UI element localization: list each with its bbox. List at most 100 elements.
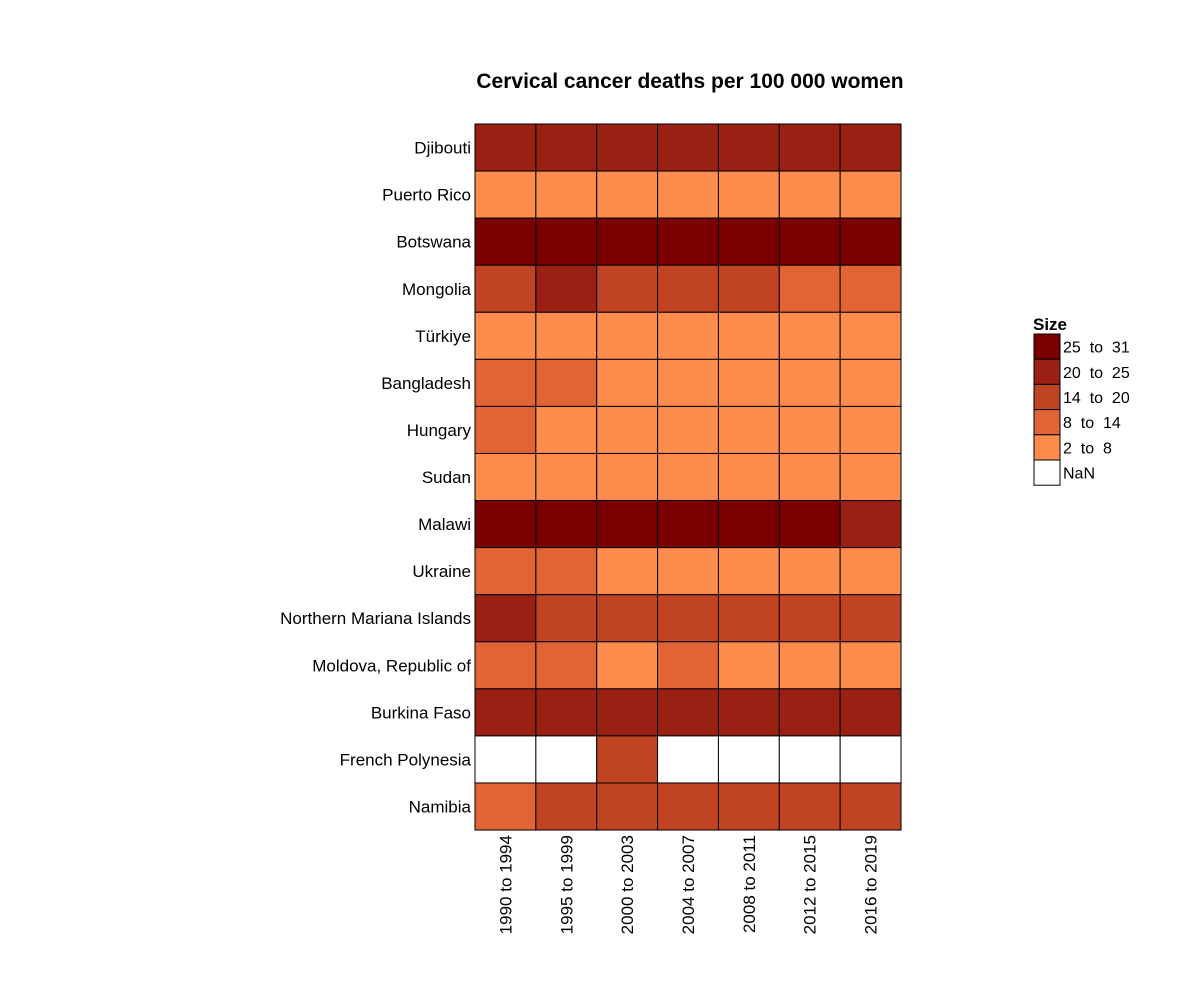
- row-label: Hungary: [407, 421, 472, 440]
- heatmap-cell: [535, 452, 598, 502]
- column-labels: 1990 to 1994 1995 to 1999 2000 to 2003 2004…: [496, 835, 880, 934]
- heatmap-cell: [717, 264, 780, 313]
- heatmap-cell: [474, 500, 537, 549]
- heatmap-cell: [657, 358, 719, 407]
- heatmap-cell: [717, 405, 780, 454]
- heatmap-cell: [778, 311, 841, 360]
- heatmap-cell: [474, 217, 537, 266]
- heatmap-cell: [474, 358, 537, 407]
- heatmap-cell: [596, 452, 659, 502]
- heatmap-cell: [596, 735, 659, 784]
- column-label: 2004 to 2007: [679, 835, 698, 934]
- heatmap-cell: [657, 688, 719, 737]
- heatmap-cell: [717, 594, 780, 643]
- row-label: Botswana: [396, 233, 471, 252]
- heatmap-cell: [596, 358, 659, 407]
- heatmap-cell: [596, 123, 659, 172]
- column-label: 2008 to 2011: [740, 835, 759, 933]
- heatmap-cell: [474, 170, 537, 219]
- heatmap-cell: [717, 217, 780, 266]
- heatmap-cell: [657, 405, 719, 454]
- heatmap-cell: [596, 217, 659, 266]
- heatmap-cell: [717, 782, 780, 831]
- heatmap-cell: [778, 547, 841, 596]
- heatmap-cell: [657, 594, 719, 643]
- column-label: 1995 to 1999: [557, 835, 576, 934]
- heatmap-cell: [839, 500, 902, 549]
- heatmap-cell: [596, 264, 659, 313]
- heatmap-cell: [657, 735, 719, 784]
- heatmap-cell: [778, 358, 841, 407]
- row-label: Ukraine: [412, 562, 471, 581]
- legend-label: 25 to 31: [1063, 340, 1130, 357]
- heatmap-cell: [657, 264, 719, 313]
- heatmap-cell: [657, 782, 719, 831]
- legend-title: Size: [1033, 315, 1067, 334]
- heatmap-cell: [474, 782, 537, 831]
- heatmap-cell: [778, 688, 841, 737]
- heatmap-cell: [839, 641, 902, 690]
- row-label: Mongolia: [402, 280, 472, 299]
- heatmap-cells: [474, 123, 902, 831]
- heatmap-cell: [596, 170, 659, 219]
- row-label: Northern Mariana Islands: [280, 609, 471, 628]
- heatmap-cell: [839, 311, 902, 360]
- row-label: Türkiye: [415, 327, 471, 346]
- heatmap-cell: [535, 594, 598, 643]
- heatmap-cell: [778, 170, 841, 219]
- column-label: 2016 to 2019: [862, 835, 881, 934]
- row-label: Puerto Rico: [382, 186, 471, 205]
- heatmap-cell: [596, 782, 659, 831]
- heatmap-cell: [474, 594, 537, 643]
- heatmap-cell: [717, 641, 780, 690]
- heatmap-cell: [839, 170, 902, 219]
- heatmap-cell: [778, 452, 841, 502]
- heatmap-cell: [839, 594, 902, 643]
- heatmap-cell: [839, 782, 902, 831]
- row-label: Burkina Faso: [371, 703, 471, 722]
- row-label: French Polynesia: [340, 750, 472, 769]
- heatmap-cell: [535, 264, 598, 313]
- row-label: Djibouti: [414, 139, 471, 158]
- legend-label: 14 to 20: [1063, 390, 1130, 407]
- heatmap-cell: [474, 688, 537, 737]
- heatmap-cell: [778, 123, 841, 172]
- heatmap-cell: [778, 405, 841, 454]
- heatmap-cell: [717, 547, 780, 596]
- heatmap-cell: [839, 264, 902, 313]
- heatmap-cell: [474, 452, 537, 502]
- heatmap-cell: [535, 500, 598, 549]
- heatmap-cell: [839, 547, 902, 596]
- legend-label: 20 to 25: [1063, 365, 1130, 382]
- column-label: 2012 to 2015: [801, 835, 820, 934]
- row-label: Malawi: [418, 515, 471, 534]
- heatmap-cell: [474, 735, 537, 784]
- heatmap-cell: [596, 311, 659, 360]
- heatmap-cell: [535, 405, 598, 454]
- heatmap-cell: [778, 264, 841, 313]
- heatmap-cell: [839, 217, 902, 266]
- heatmap-cell: [535, 311, 598, 360]
- heatmap-cell: [657, 641, 719, 690]
- chart-title: Cervical cancer deaths per 100 000 women: [476, 70, 903, 93]
- heatmap-cell: [778, 500, 841, 549]
- heatmap-cell: [778, 217, 841, 266]
- heatmap-cell: [778, 594, 841, 643]
- legend-swatch: [1033, 383, 1061, 411]
- heatmap-cell: [717, 500, 780, 549]
- heatmap-cell: [657, 123, 719, 172]
- column-label: 2000 to 2003: [618, 835, 637, 934]
- heatmap-cell: [778, 782, 841, 831]
- heatmap-cell: [839, 688, 902, 737]
- row-label: Sudan: [422, 468, 471, 487]
- heatmap-cell: [535, 547, 598, 596]
- heatmap-cell: [778, 641, 841, 690]
- heatmap-cell: [474, 641, 537, 690]
- heatmap-cell: [717, 688, 780, 737]
- heatmap-cell: [778, 735, 841, 784]
- legend-swatch: [1033, 459, 1061, 486]
- heatmap-cell: [717, 123, 780, 172]
- heatmap-cell: [596, 547, 659, 596]
- heatmap-cell: [474, 405, 537, 454]
